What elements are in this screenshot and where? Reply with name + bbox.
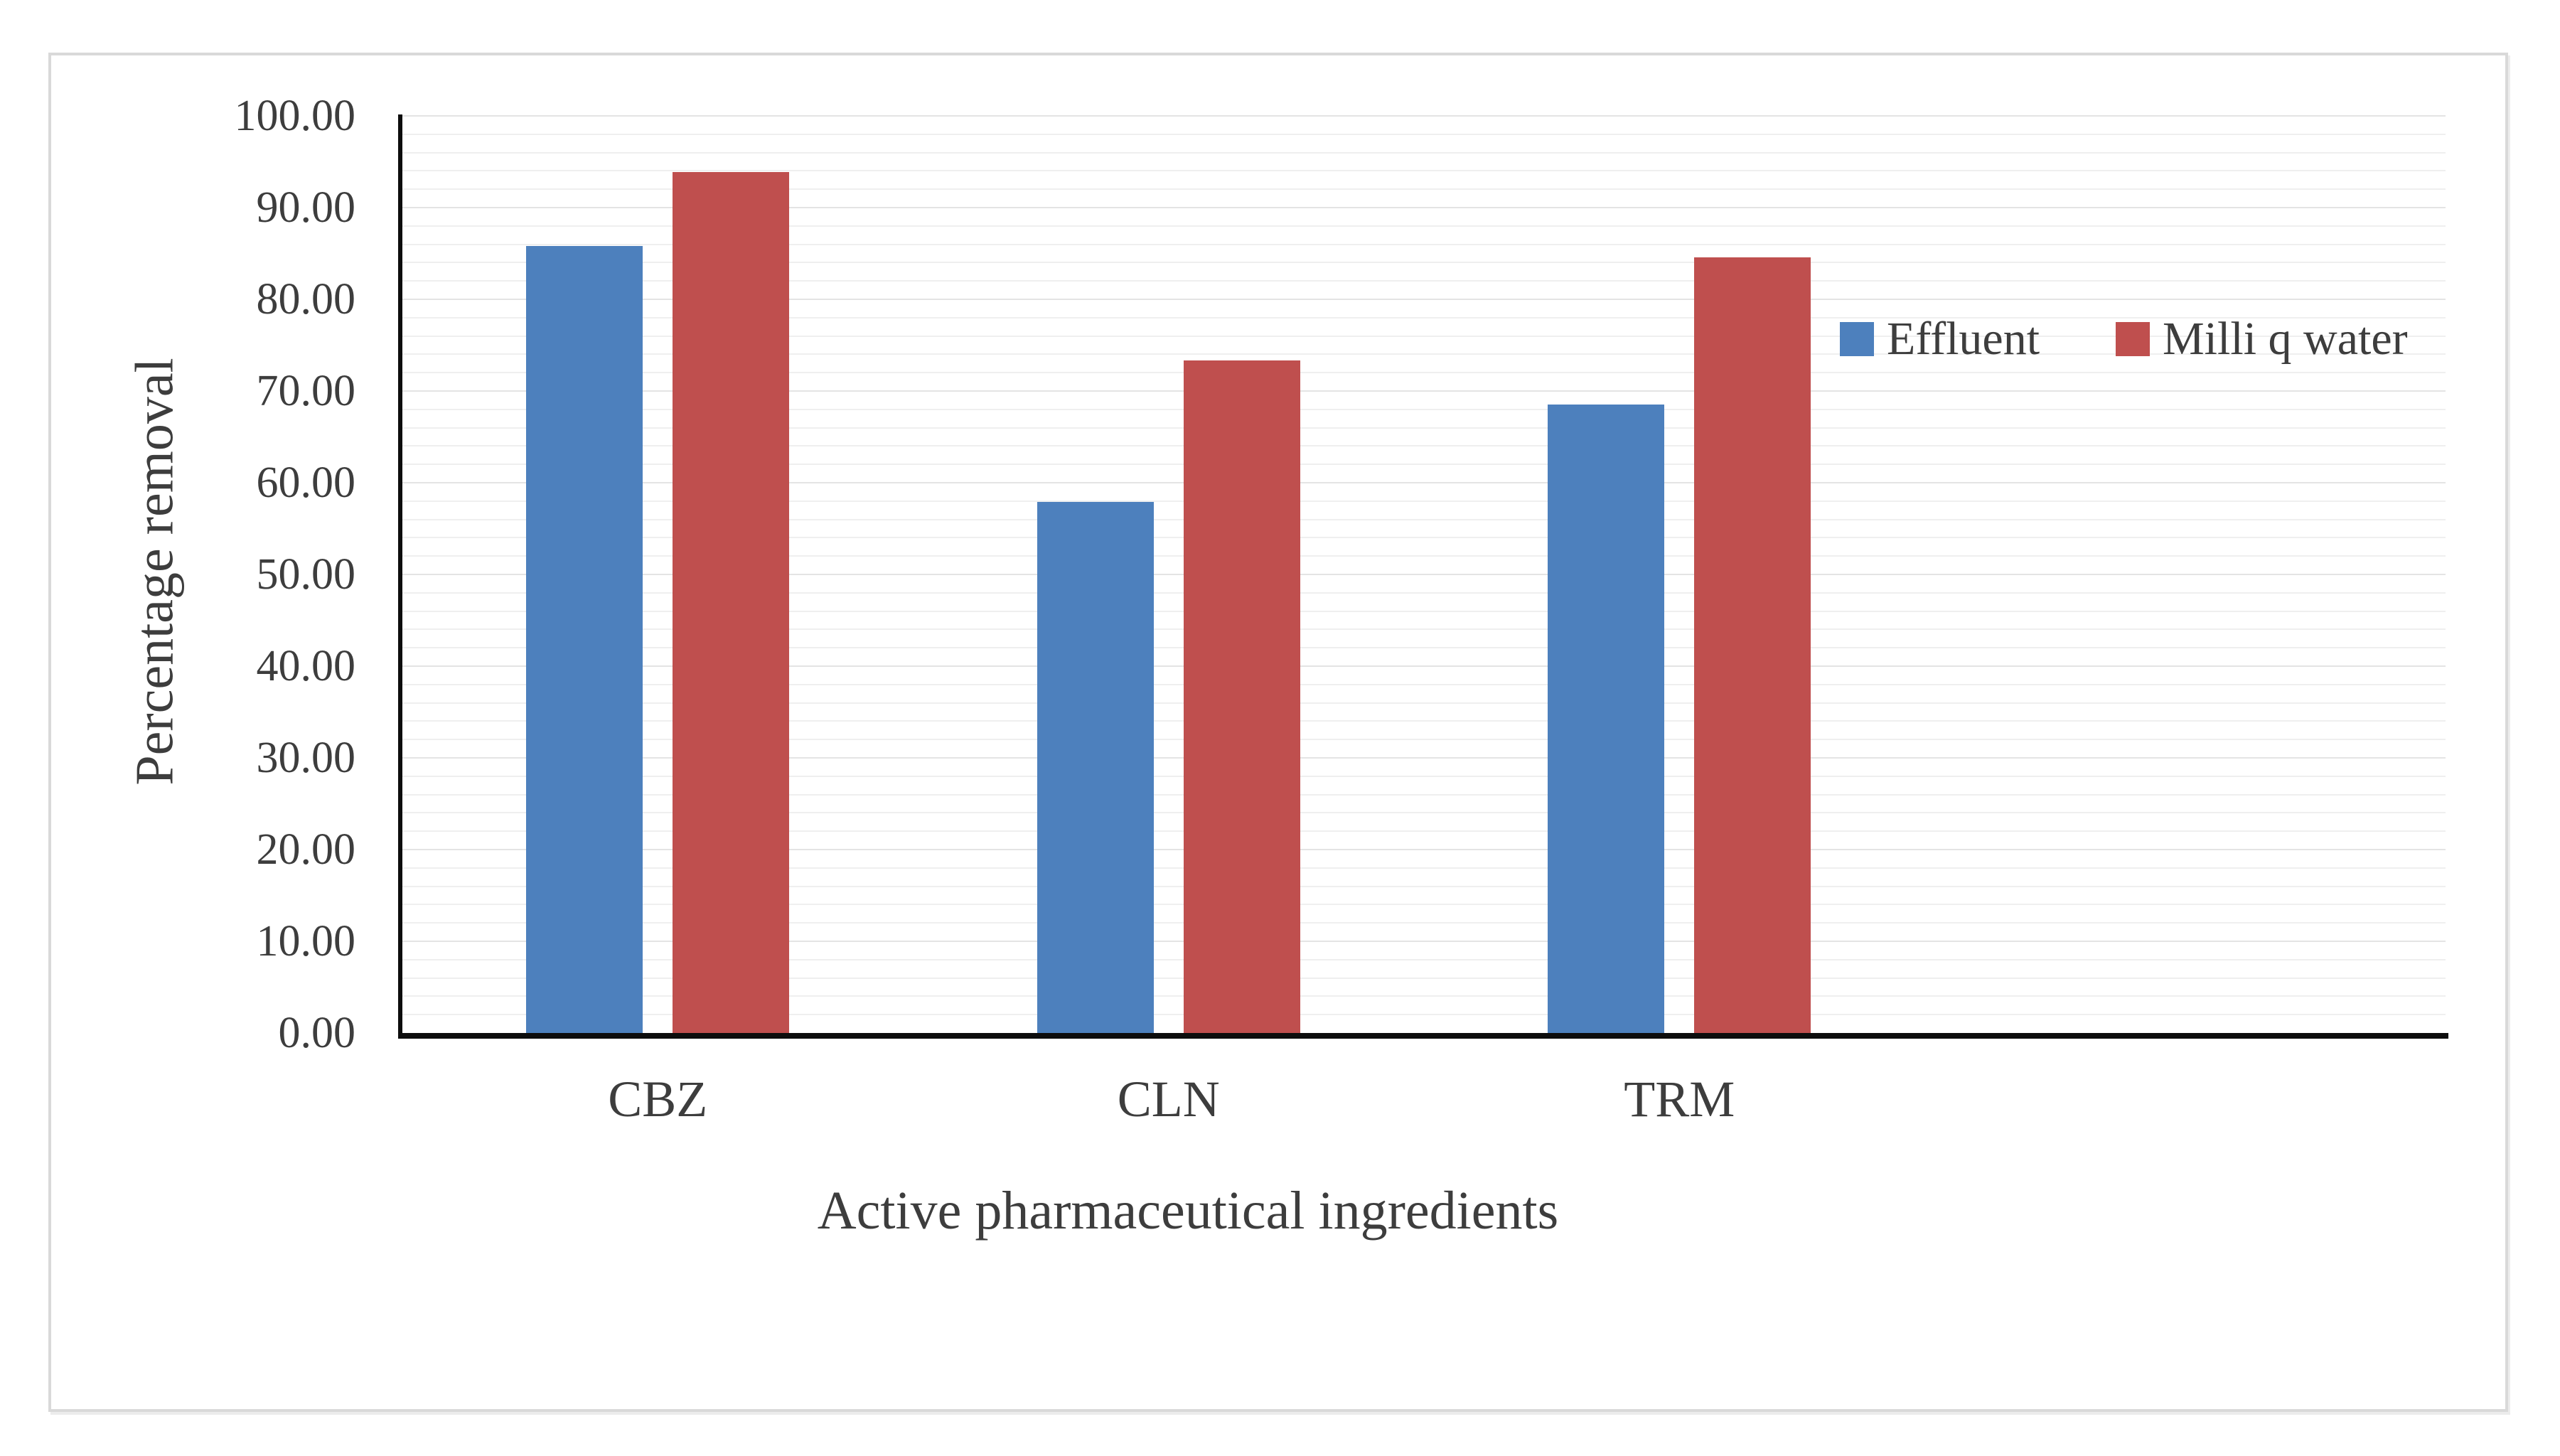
- legend-item-effluent: Effluent: [1840, 313, 2040, 365]
- legend-label: Milli q water: [2163, 313, 2408, 365]
- y-tick-label: 90.00: [256, 183, 356, 232]
- bar-milli-q-water-trm: [1694, 257, 1811, 1033]
- minor-gridline: [402, 280, 2446, 282]
- minor-gridline: [402, 243, 2446, 245]
- minor-gridline: [402, 555, 2446, 557]
- minor-gridline: [402, 812, 2446, 814]
- minor-gridline: [402, 372, 2446, 374]
- minor-gridline: [402, 647, 2446, 649]
- minor-gridline: [402, 739, 2446, 741]
- major-gridline: [402, 207, 2446, 208]
- minor-gridline: [402, 702, 2446, 704]
- x-tick-label-cbz: CBZ: [608, 1071, 708, 1128]
- minor-gridline: [402, 793, 2446, 796]
- minor-gridline: [402, 1014, 2446, 1016]
- minor-gridline: [402, 628, 2446, 631]
- legend-swatch-milli-q-water: [2116, 322, 2150, 356]
- major-gridline: [402, 665, 2446, 667]
- major-gridline: [402, 390, 2446, 392]
- minor-gridline: [402, 537, 2446, 539]
- y-tick-label: 60.00: [256, 459, 356, 507]
- minor-gridline: [402, 353, 2446, 355]
- chart-figure: Percentage removal Active pharmaceutical…: [48, 53, 2508, 1412]
- minor-gridline: [402, 445, 2446, 447]
- minor-gridline: [402, 262, 2446, 264]
- legend-item-milli-q-water: Milli q water: [2116, 313, 2408, 365]
- minor-gridline: [402, 225, 2446, 227]
- minor-gridline: [402, 133, 2446, 135]
- major-gridline: [402, 482, 2446, 483]
- minor-gridline: [402, 904, 2446, 906]
- minor-gridline: [402, 995, 2446, 997]
- minor-gridline: [402, 500, 2446, 502]
- minor-gridline: [402, 775, 2446, 777]
- major-gridline: [402, 115, 2446, 117]
- major-gridline: [402, 849, 2446, 850]
- minor-gridline: [402, 518, 2446, 520]
- y-axis-line: [398, 114, 402, 1037]
- bar-effluent-cbz: [526, 246, 643, 1033]
- y-tick-label: 70.00: [256, 367, 356, 415]
- minor-gridline: [402, 958, 2446, 960]
- bar-milli-q-water-cln: [1183, 360, 1300, 1033]
- y-tick-label: 10.00: [256, 917, 356, 965]
- minor-gridline: [402, 188, 2446, 191]
- minor-gridline: [402, 610, 2446, 612]
- y-tick-label: 100.00: [234, 92, 356, 140]
- minor-gridline: [402, 151, 2446, 154]
- y-tick-label: 0.00: [278, 1009, 356, 1057]
- minor-gridline: [402, 464, 2446, 466]
- legend-swatch-effluent: [1840, 322, 1874, 356]
- x-axis-line: [398, 1033, 2448, 1039]
- major-gridline: [402, 941, 2446, 942]
- x-axis-title: Active pharmaceutical ingredients: [817, 1181, 1559, 1241]
- major-gridline: [402, 574, 2446, 575]
- x-tick-label-cln: CLN: [1117, 1071, 1220, 1128]
- bar-effluent-trm: [1548, 405, 1665, 1033]
- y-tick-label: 80.00: [256, 275, 356, 323]
- minor-gridline: [402, 408, 2446, 410]
- minor-gridline: [402, 170, 2446, 172]
- minor-gridline: [402, 885, 2446, 887]
- minor-gridline: [402, 335, 2446, 337]
- major-gridline: [402, 757, 2446, 759]
- minor-gridline: [402, 427, 2446, 429]
- y-tick-label: 50.00: [256, 550, 356, 599]
- minor-gridline: [402, 977, 2446, 979]
- minor-gridline: [402, 720, 2446, 722]
- minor-gridline: [402, 683, 2446, 685]
- bar-milli-q-water-cbz: [673, 171, 790, 1033]
- y-tick-label: 30.00: [256, 734, 356, 782]
- minor-gridline: [402, 316, 2446, 318]
- minor-gridline: [402, 867, 2446, 869]
- minor-gridline: [402, 592, 2446, 594]
- minor-gridline: [402, 922, 2446, 924]
- bar-effluent-cln: [1037, 502, 1154, 1033]
- major-gridline: [402, 299, 2446, 300]
- y-tick-label: 20.00: [256, 825, 356, 874]
- x-tick-label-trm: TRM: [1624, 1071, 1735, 1128]
- minor-gridline: [402, 830, 2446, 833]
- legend-label: Effluent: [1887, 313, 2040, 365]
- y-tick-label: 40.00: [256, 642, 356, 690]
